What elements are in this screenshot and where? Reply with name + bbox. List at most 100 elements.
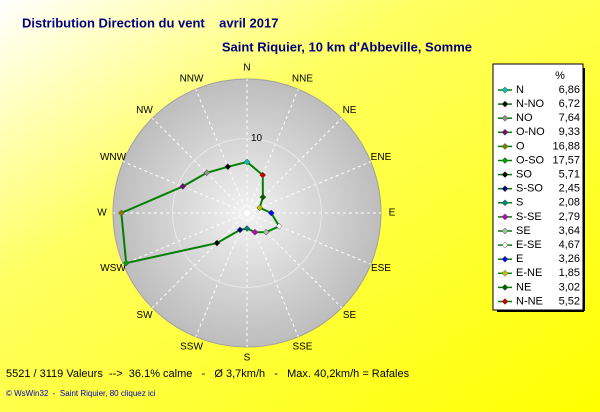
direction-label: NNE: [292, 74, 313, 85]
rose-marker: [203, 169, 211, 177]
chart-title: Distribution Direction du vent avril 201…: [22, 15, 278, 30]
credit-link[interactable]: © WsWin32 - Saint Riquier, 80 cliquez ic…: [6, 389, 156, 398]
spoke: [195, 212, 248, 337]
legend-marker: [501, 298, 509, 305]
spoke: [246, 89, 299, 214]
legend-label: S-SE: [516, 211, 542, 223]
legend-value: 2,08: [559, 197, 580, 209]
legend-label: SO: [516, 169, 532, 181]
legend-label: NE: [516, 281, 531, 293]
legend-marker: [501, 213, 509, 221]
legend-value: 7,64: [559, 112, 580, 124]
legend-marker: [501, 185, 509, 193]
spoke: [151, 212, 248, 309]
rose-marker: [262, 228, 270, 236]
legend-value: 4,67: [559, 239, 580, 251]
legend-value: 3,26: [559, 253, 580, 265]
direction-label: W: [97, 208, 107, 219]
legend-marker: [501, 128, 509, 136]
legend-marker: [501, 284, 509, 291]
rose-marker: [117, 209, 125, 217]
rose-marker: [251, 228, 259, 236]
spoke: [246, 117, 343, 214]
r-tick-label: 10: [251, 133, 263, 144]
legend-marker: [501, 241, 509, 249]
legend-header: %: [555, 70, 565, 82]
legend-marker: [501, 86, 509, 94]
direction-label: SE: [343, 310, 357, 321]
legend-marker: [501, 100, 509, 108]
legend-label: S: [516, 197, 523, 209]
rose-marker: [259, 171, 267, 179]
rose-marker: [122, 259, 130, 267]
rose-marker: [256, 204, 264, 212]
spoke: [246, 161, 371, 214]
rose-marker: [267, 209, 275, 217]
direction-label: NW: [136, 105, 153, 116]
rose-marker: [224, 163, 232, 171]
direction-label: NE: [343, 105, 357, 116]
legend-marker: [501, 199, 509, 207]
legend-value: 16,88: [552, 140, 580, 152]
legend-value: 5,52: [559, 295, 580, 307]
legend-value: 17,57: [552, 154, 580, 166]
footer: 5521 / 3119 Valeurs --> 36.1% calme - Ø …: [6, 368, 410, 380]
direction-label: NNW: [180, 74, 204, 85]
spoke: [151, 117, 248, 214]
legend-marker: [501, 255, 509, 263]
legend-label: E-NE: [516, 267, 542, 279]
legend-marker: [501, 157, 509, 164]
legend-value: 2,79: [559, 211, 580, 223]
rose-marker: [259, 193, 267, 201]
legend-label: N-NE: [516, 295, 543, 307]
direction-label: WNW: [100, 152, 127, 163]
rose-marker: [243, 225, 251, 232]
spoke: [246, 212, 371, 265]
legend-value: 3,02: [559, 281, 580, 293]
legend-label: E-SE: [516, 239, 542, 251]
legend-label: SE: [516, 225, 531, 237]
direction-label: SSW: [180, 342, 203, 353]
legend-label: E: [516, 253, 523, 265]
legend-value: 6,86: [559, 84, 580, 96]
legend-marker: [501, 114, 509, 122]
spoke: [195, 89, 248, 214]
legend-value: 5,71: [559, 169, 580, 181]
legend-marker: [501, 143, 509, 150]
legend-value: 6,72: [559, 98, 580, 110]
legend-label: S-SO: [516, 183, 543, 195]
legend-value: 2,45: [559, 183, 580, 195]
legend-label: NO: [516, 112, 533, 124]
chart-subtitle: Saint Riquier, 10 km d'Abbeville, Somme: [222, 39, 472, 54]
legend-value: 1,85: [559, 267, 580, 279]
legend-label: N: [516, 84, 524, 96]
direction-label: ESE: [371, 263, 391, 274]
spoke: [246, 212, 343, 309]
direction-label: SSE: [292, 342, 312, 353]
legend-label: O-SO: [516, 154, 545, 166]
grid-ring: [172, 138, 322, 288]
rose-marker: [236, 226, 244, 234]
rose-marker: [243, 158, 251, 166]
rose-marker: [213, 239, 221, 247]
direction-label: ENE: [371, 152, 392, 163]
legend-value: 3,64: [559, 225, 580, 237]
rose-marker: [275, 222, 283, 230]
legend-box: [492, 63, 584, 311]
direction-label: WSW: [100, 263, 126, 274]
spoke: [123, 212, 248, 265]
legend-marker: [501, 269, 509, 277]
legend-value: 9,33: [559, 126, 580, 138]
legend-label: O: [516, 140, 525, 152]
rose-marker: [179, 183, 187, 190]
legend-label: N-NO: [516, 98, 545, 110]
direction-label: SW: [136, 310, 153, 321]
legend-label: O-NO: [516, 126, 545, 138]
direction-label: E: [389, 208, 396, 219]
legend-marker: [501, 227, 509, 235]
direction-label: N: [243, 63, 250, 74]
direction-label: S: [244, 353, 251, 364]
spoke: [246, 212, 299, 337]
